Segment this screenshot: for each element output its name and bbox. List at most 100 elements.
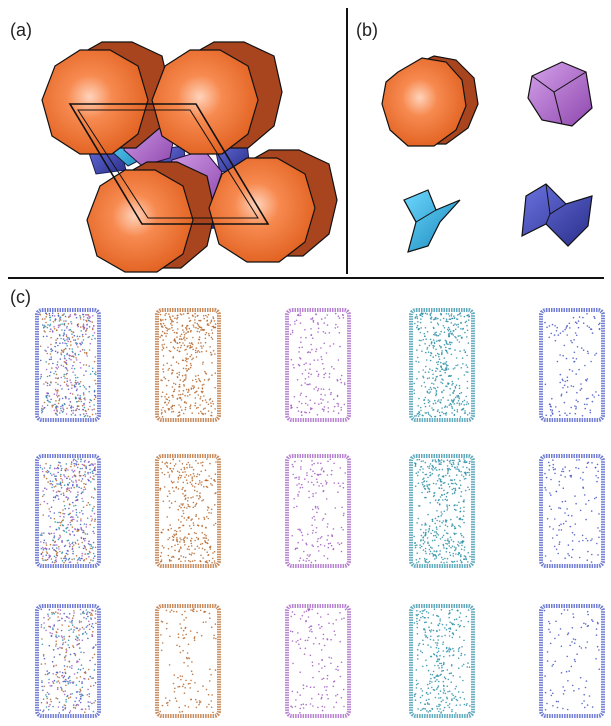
point-cloud-dot — [430, 635, 432, 638]
point-cloud-dot — [446, 492, 448, 494]
point-cloud-dot — [73, 361, 75, 363]
point-cloud-dot — [187, 533, 190, 535]
point-cloud-dot — [445, 647, 448, 650]
point-cloud-dot — [294, 460, 296, 463]
point-cloud-dot — [162, 346, 164, 348]
point-cloud-dot — [464, 555, 467, 558]
point-cloud-dot — [73, 626, 76, 628]
point-cloud-dot — [214, 326, 217, 329]
point-cloud-dot — [57, 498, 60, 500]
point-cloud-dot — [68, 646, 71, 649]
point-cloud-dot — [205, 331, 208, 334]
point-cloud-dot — [78, 470, 81, 473]
point-cloud-dot — [415, 679, 418, 682]
point-cloud-dot — [67, 697, 70, 699]
point-cloud-dot — [46, 335, 48, 338]
point-cloud-dot — [296, 691, 299, 693]
point-cloud-dot — [314, 559, 317, 562]
point-cloud-dot — [48, 363, 50, 365]
point-cloud-rim — [155, 604, 221, 718]
point-cloud-dot — [320, 482, 322, 485]
point-cloud-dot — [310, 328, 312, 330]
point-cloud-dot — [445, 361, 448, 363]
point-cloud-dot — [302, 707, 305, 709]
point-cloud-dot — [182, 393, 184, 395]
point-cloud-dot — [582, 349, 585, 352]
point-cloud-dot — [430, 646, 432, 648]
point-cloud-dot — [439, 708, 441, 710]
point-cloud-dot — [192, 336, 194, 339]
point-cloud-dot — [43, 326, 45, 329]
point-cloud-dot — [68, 561, 71, 564]
point-cloud-dot — [459, 312, 461, 315]
point-cloud-dot — [429, 359, 432, 362]
panel-b-building-blocks — [381, 55, 593, 253]
point-cloud-dot — [442, 482, 445, 485]
point-cloud-dot — [554, 660, 556, 663]
point-cloud-dot — [79, 647, 81, 649]
point-cloud-dot — [450, 546, 452, 549]
point-cloud-dot — [334, 507, 337, 509]
point-cloud-dot — [438, 622, 441, 625]
point-cloud-dot — [432, 383, 435, 385]
point-cloud-dot — [183, 541, 185, 544]
point-cloud-dot — [431, 520, 434, 523]
point-cloud-dot — [210, 336, 213, 339]
point-cloud-dot — [313, 359, 316, 362]
point-cloud-dot — [446, 459, 449, 462]
point-cloud-dot — [546, 326, 548, 329]
point-cloud-dot — [70, 628, 72, 630]
point-cloud-rim — [285, 454, 351, 568]
point-cloud-dot — [420, 528, 422, 531]
point-cloud-dot — [197, 462, 199, 465]
point-cloud-dot — [193, 532, 196, 534]
point-cloud-dot — [589, 411, 592, 414]
point-cloud-dot — [427, 465, 429, 468]
point-cloud-dot — [292, 364, 294, 366]
point-cloud-dot — [427, 487, 429, 489]
point-cloud-dot — [49, 472, 52, 475]
point-cloud-dot — [449, 459, 452, 462]
point-cloud-dot — [45, 488, 48, 491]
point-cloud-dot — [210, 700, 212, 702]
point-cloud-dot — [62, 334, 65, 337]
point-cloud-dot — [334, 312, 337, 315]
point-cloud-dot — [61, 624, 63, 626]
point-cloud-dot — [434, 554, 437, 557]
point-cloud-dot — [91, 609, 93, 611]
point-cloud-dot — [184, 626, 187, 629]
point-cloud-dot — [81, 557, 83, 560]
point-cloud-dot — [210, 414, 212, 417]
point-cloud-dot — [172, 458, 174, 461]
point-cloud-dot — [320, 318, 323, 320]
point-cloud-dot — [72, 631, 75, 633]
point-cloud-dot — [211, 626, 213, 628]
point-cloud-dot — [45, 629, 47, 632]
point-cloud-dot — [93, 478, 95, 481]
point-cloud-dot — [177, 481, 179, 483]
point-cloud-dot — [589, 409, 592, 412]
point-cloud-dot — [584, 623, 587, 625]
point-cloud-dot — [90, 496, 93, 498]
point-cloud-dot — [192, 324, 195, 327]
point-cloud-dot — [66, 526, 69, 529]
point-cloud-dot — [197, 387, 200, 389]
point-cloud-dot — [43, 330, 45, 332]
point-cloud-dot — [440, 511, 443, 513]
point-cloud-dot — [424, 488, 427, 490]
point-cloud-dot — [165, 335, 167, 337]
point-cloud-dot — [56, 414, 58, 416]
point-cloud-dot — [174, 687, 176, 690]
point-cloud-dot — [307, 404, 309, 406]
point-cloud-dot — [339, 345, 341, 348]
point-cloud-dot — [42, 655, 45, 657]
point-cloud-dot — [302, 687, 305, 690]
point-cloud-dot — [317, 323, 319, 326]
point-cloud-dot — [579, 509, 582, 512]
point-cloud-dot — [79, 395, 81, 397]
point-cloud-dot — [458, 501, 460, 504]
point-cloud-dot — [171, 405, 174, 408]
point-cloud-dot — [574, 405, 576, 407]
point-cloud-dot — [88, 401, 91, 404]
point-cloud-dot — [187, 391, 189, 394]
